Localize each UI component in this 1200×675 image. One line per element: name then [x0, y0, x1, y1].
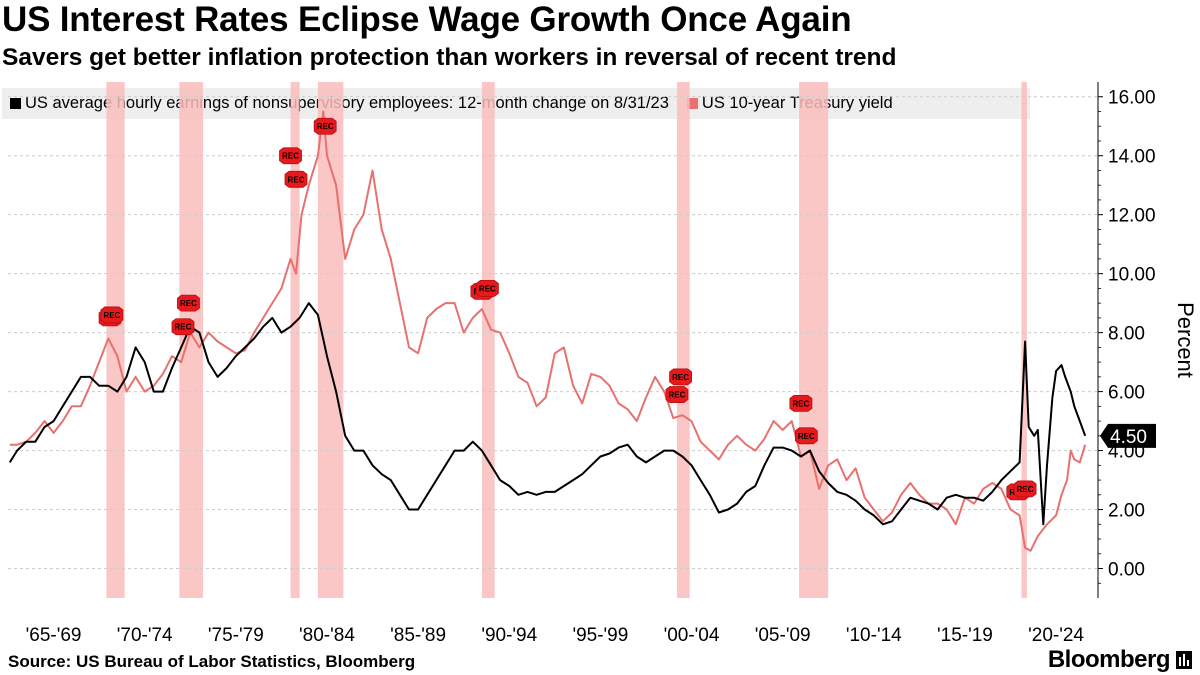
wages-line — [8, 302, 1087, 526]
rec-marker-shape — [789, 394, 813, 412]
last-value-text: 4.50 — [1110, 427, 1147, 448]
recession-band-3 — [317, 82, 344, 598]
recession-band-2 — [290, 82, 300, 598]
x-tick-label-7: '00-'04 — [664, 625, 720, 646]
chart-title: US Interest Rates Eclipse Wage Growth On… — [2, 0, 852, 39]
y-tick-label-6: 12.00 — [1108, 206, 1156, 227]
rec-marker-shape — [313, 117, 337, 135]
rec-marker-9: REC — [669, 368, 692, 386]
x-tick-label-4: '85-'89 — [390, 625, 446, 646]
recession-band-4 — [481, 82, 495, 598]
rec-marker-shape — [100, 306, 124, 324]
y-axis-label: Percent — [1173, 302, 1198, 378]
x-tick-label-5: '90-'94 — [481, 625, 537, 646]
legend-label-treasury: US 10-year Treasury yield — [701, 94, 893, 112]
y-tick-label-4: 8.00 — [1108, 324, 1145, 345]
rec-marker-4: REC — [279, 147, 302, 165]
rec-marker-11: REC — [789, 394, 813, 412]
rec-marker-label: REC — [103, 311, 120, 320]
x-tick-label-2: '75-'79 — [208, 625, 264, 646]
treasury-line — [9, 110, 1087, 552]
x-tick-label-3: '80-'84 — [299, 625, 355, 646]
x-tick-label-10: '15-'19 — [937, 625, 993, 646]
rec-marker-shape — [475, 279, 499, 297]
recession-band-6 — [799, 82, 829, 598]
y-tick-label-1: 2.00 — [1108, 501, 1145, 522]
rec-marker-shape — [665, 386, 689, 403]
rec-marker-shape — [171, 318, 195, 336]
brand-logo: Bloomberg — [1048, 646, 1192, 674]
last-value-label: 4.50 — [1100, 423, 1156, 448]
rec-marker-label: REC — [479, 284, 496, 293]
rec-marker-shape — [669, 368, 692, 386]
terminal-icon — [1176, 651, 1192, 669]
rec-marker-5: REC — [284, 170, 308, 188]
legend-swatch-wages — [10, 98, 21, 109]
rec-marker-12: REC — [794, 427, 818, 445]
x-tick-label-6: '95-'99 — [572, 625, 628, 646]
rec-marker-label: REC — [288, 175, 305, 184]
rec-marker-label: REC — [798, 432, 815, 441]
rec-marker-6: REC — [313, 117, 337, 135]
series-lines — [8, 110, 1087, 552]
gridlines — [8, 96, 1098, 570]
rec-marker-label: REC — [672, 373, 689, 382]
rec-marker-shape — [279, 147, 302, 165]
recession-markers: RECRECRECRECRECRECRECRECRECRECRECRECRECR… — [98, 117, 1037, 501]
recession-band-0 — [106, 82, 125, 598]
y-tick-label-0: 0.00 — [1108, 560, 1145, 581]
brand-text: Bloomberg — [1047, 646, 1171, 673]
last-value-box — [1100, 423, 1156, 448]
legend-item-treasury: US 10-year Treasury yield — [669, 94, 893, 113]
rec-marker-label: REC — [317, 122, 334, 131]
rec-marker-8: REC — [475, 279, 499, 297]
recession-band-5 — [676, 82, 690, 598]
rec-marker-label: REC — [175, 323, 192, 332]
rec-marker-1: REC — [100, 306, 124, 324]
chart-subtitle: Savers get better inflation protection t… — [2, 44, 897, 71]
rec-marker-shape — [177, 294, 200, 312]
rec-marker-shape — [284, 170, 308, 188]
rec-marker-3: REC — [177, 294, 200, 312]
rec-marker-shape — [794, 427, 818, 445]
rec-marker-label: REC — [1017, 485, 1034, 494]
y-tick-label-8: 16.00 — [1108, 88, 1156, 109]
recession-band-1 — [179, 82, 204, 598]
legend-swatch-treasury — [686, 98, 698, 109]
rec-marker-label: REC — [282, 152, 299, 161]
recession-bands — [106, 82, 1027, 598]
y-axis: 0.002.004.006.008.0010.0012.0014.0016.00… — [1097, 82, 1198, 598]
x-tick-label-8: '05-'09 — [755, 625, 811, 646]
recession-band-7 — [1021, 82, 1027, 598]
x-tick-label-0: '65-'69 — [26, 625, 82, 646]
rec-marker-shape — [1013, 480, 1037, 498]
x-tick-label-11: '20-'24 — [1028, 625, 1084, 646]
rec-marker-label: REC — [669, 391, 686, 400]
x-axis: '65-'69 '70-'74 '75-'79 '80-'84 '85-'89 '90-'… — [26, 625, 1085, 646]
y-tick-label-7: 14.00 — [1108, 147, 1156, 168]
x-tick-label-9: '10-'14 — [846, 625, 902, 646]
x-tick-label-1: '70-'74 — [117, 625, 173, 646]
rec-marker-14: REC — [1013, 480, 1037, 498]
y-tick-label-5: 10.00 — [1108, 265, 1156, 286]
rec-marker-2: REC — [171, 318, 195, 336]
rec-marker-label: REC — [180, 299, 197, 308]
rec-marker-10: REC — [665, 386, 689, 403]
y-tick-label-3: 6.00 — [1108, 383, 1145, 404]
rec-marker-label: REC — [792, 399, 809, 408]
source-note: Source: US Bureau of Labor Statistics, B… — [8, 652, 416, 671]
